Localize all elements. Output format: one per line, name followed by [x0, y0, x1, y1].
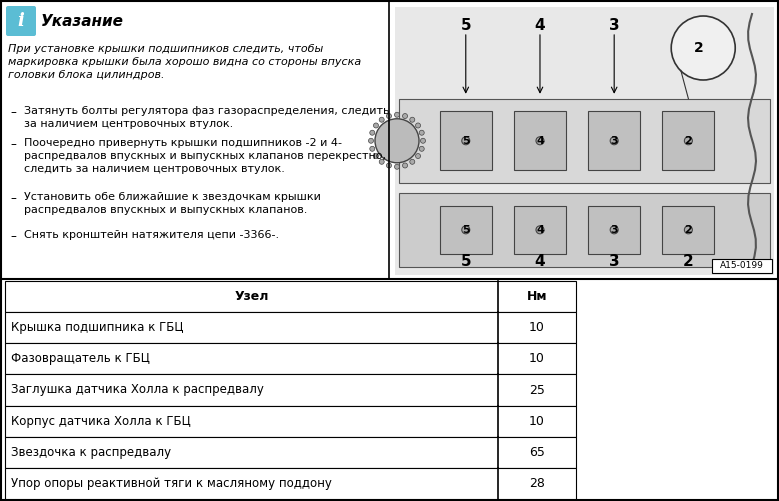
- Text: распредвалов впускных и выпускных клапанов.: распредвалов впускных и выпускных клапан…: [24, 205, 308, 215]
- Circle shape: [610, 137, 619, 145]
- Circle shape: [685, 137, 693, 145]
- Bar: [662, 111, 714, 170]
- Circle shape: [403, 163, 407, 168]
- Text: Заглушка датчика Холла к распредвалу: Заглушка датчика Холла к распредвалу: [11, 383, 264, 396]
- Circle shape: [379, 159, 384, 164]
- Text: 3: 3: [611, 225, 618, 235]
- Circle shape: [394, 112, 400, 117]
- Circle shape: [373, 123, 379, 128]
- Circle shape: [685, 226, 693, 234]
- Text: Поочередно привернуть крышки подшипников -2 и 4-: Поочередно привернуть крышки подшипников…: [24, 138, 342, 148]
- Circle shape: [394, 164, 400, 169]
- Text: Упор опоры реактивной тяги к масляному поддону: Упор опоры реактивной тяги к масляному п…: [11, 477, 332, 490]
- Text: 4: 4: [536, 136, 544, 146]
- Text: Затянуть болты регулятора фаз газораспределения, следить: Затянуть болты регулятора фаз газораспре…: [24, 106, 390, 116]
- Text: 10: 10: [529, 352, 545, 365]
- Bar: [399, 193, 770, 267]
- Bar: [5, 468, 576, 499]
- Text: маркировка крышки была хорошо видна со стороны впуска: маркировка крышки была хорошо видна со с…: [8, 57, 361, 67]
- Bar: [5, 437, 576, 468]
- Circle shape: [410, 117, 414, 122]
- Text: Корпус датчика Холла к ГБЦ: Корпус датчика Холла к ГБЦ: [11, 415, 191, 428]
- Bar: [5, 406, 576, 437]
- Bar: [440, 111, 492, 170]
- Text: Указание: Указание: [41, 14, 124, 29]
- Circle shape: [536, 226, 544, 234]
- Text: головки блока цилиндров.: головки блока цилиндров.: [8, 70, 164, 80]
- Text: 2: 2: [685, 225, 693, 235]
- Text: –: –: [10, 192, 16, 205]
- Text: 5: 5: [460, 254, 471, 269]
- Circle shape: [375, 119, 419, 163]
- Bar: [712, 259, 772, 273]
- Circle shape: [415, 123, 421, 128]
- Bar: [514, 206, 566, 254]
- Text: 4: 4: [536, 225, 544, 235]
- Bar: [5, 312, 576, 343]
- Circle shape: [368, 138, 373, 143]
- Circle shape: [386, 114, 392, 119]
- Text: Установить обе ближайшие к звездочкам крышки: Установить обе ближайшие к звездочкам кр…: [24, 192, 321, 202]
- Text: 3: 3: [609, 18, 619, 33]
- Circle shape: [370, 146, 375, 151]
- Text: –: –: [10, 230, 16, 243]
- Bar: [399, 99, 770, 183]
- Text: Фазовращатель к ГБЦ: Фазовращатель к ГБЦ: [11, 352, 150, 365]
- Bar: [5, 281, 576, 312]
- Text: следить за наличием центровочных втулок.: следить за наличием центровочных втулок.: [24, 164, 285, 174]
- Text: 5: 5: [462, 225, 470, 235]
- Circle shape: [536, 137, 544, 145]
- Text: –: –: [10, 106, 16, 119]
- Text: A15-0199: A15-0199: [720, 262, 764, 271]
- Text: При установке крышки подшипников следить, чтобы: При установке крышки подшипников следить…: [8, 44, 323, 54]
- Circle shape: [373, 153, 379, 158]
- Text: 2: 2: [685, 136, 693, 146]
- Circle shape: [462, 226, 470, 234]
- Circle shape: [419, 146, 425, 151]
- Text: 25: 25: [529, 383, 545, 396]
- Bar: [662, 206, 714, 254]
- Text: распредвалов впускных и выпускных клапанов перекрестно,: распредвалов впускных и выпускных клапан…: [24, 151, 386, 161]
- Text: i: i: [18, 12, 24, 30]
- Text: Нм: Нм: [527, 290, 548, 303]
- Circle shape: [370, 130, 375, 135]
- Bar: [440, 206, 492, 254]
- Circle shape: [403, 114, 407, 119]
- Circle shape: [415, 153, 421, 158]
- Bar: [5, 374, 576, 406]
- Bar: [588, 111, 640, 170]
- Circle shape: [386, 163, 392, 168]
- Text: Снять кронштейн натяжителя цепи -3366-.: Снять кронштейн натяжителя цепи -3366-.: [24, 230, 279, 240]
- Text: 4: 4: [534, 18, 545, 33]
- Text: –: –: [10, 138, 16, 151]
- Text: 4: 4: [534, 254, 545, 269]
- Text: 5: 5: [460, 18, 471, 33]
- Text: Звездочка к распредвалу: Звездочка к распредвалу: [11, 446, 171, 459]
- Text: 5: 5: [462, 136, 470, 146]
- Circle shape: [419, 130, 425, 135]
- Text: 2: 2: [694, 41, 704, 55]
- Text: 3: 3: [611, 136, 618, 146]
- Text: 10: 10: [529, 321, 545, 334]
- Text: 10: 10: [529, 415, 545, 428]
- FancyBboxPatch shape: [6, 6, 36, 36]
- Bar: [395, 7, 774, 275]
- Text: за наличием центровочных втулок.: за наличием центровочных втулок.: [24, 119, 233, 129]
- Circle shape: [462, 137, 470, 145]
- Circle shape: [421, 138, 425, 143]
- Text: 28: 28: [529, 477, 545, 490]
- Circle shape: [671, 16, 735, 80]
- Circle shape: [610, 226, 619, 234]
- Text: 65: 65: [529, 446, 545, 459]
- Bar: [514, 111, 566, 170]
- Text: Узел: Узел: [234, 290, 269, 303]
- Text: 2: 2: [683, 254, 694, 269]
- Text: Крышка подшипника к ГБЦ: Крышка подшипника к ГБЦ: [11, 321, 184, 334]
- Circle shape: [379, 117, 384, 122]
- Text: 3: 3: [609, 254, 619, 269]
- Bar: [5, 343, 576, 374]
- Bar: [588, 206, 640, 254]
- Circle shape: [410, 159, 414, 164]
